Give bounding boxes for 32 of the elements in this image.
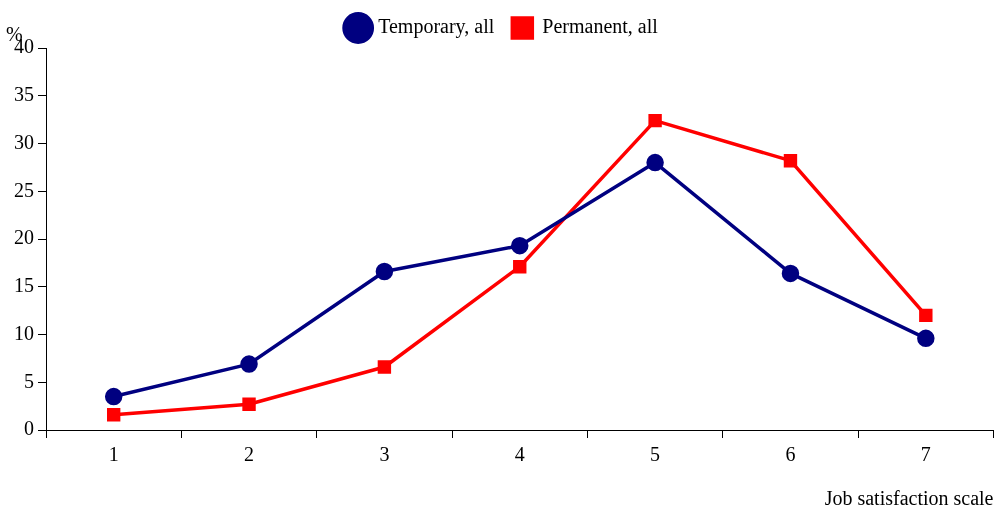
- x-tick-label: 6: [785, 443, 796, 466]
- legend-label: Temporary, all: [378, 15, 495, 39]
- point: [511, 236, 529, 255]
- x-tick-label: 1: [108, 443, 119, 466]
- point: [783, 153, 798, 168]
- y-tick-label: 35: [14, 83, 34, 105]
- point: [919, 308, 933, 323]
- y-tick-label: 30: [14, 130, 34, 153]
- x-tick-label: 4: [514, 443, 525, 466]
- point: [106, 408, 121, 422]
- x-tick-label: 2: [244, 443, 255, 466]
- point: [240, 355, 258, 373]
- point: [513, 260, 527, 274]
- point: [242, 397, 256, 411]
- point: [375, 262, 394, 281]
- point: [646, 153, 664, 172]
- y-tick-label: 0: [24, 417, 34, 440]
- x-tick-label: 3: [379, 443, 390, 466]
- point: [917, 329, 935, 348]
- legend-label: Permanent, all: [542, 15, 659, 38]
- y-tick-label: 20: [14, 226, 34, 249]
- y-tick-label: 25: [14, 178, 34, 201]
- point: [648, 113, 662, 128]
- point: [104, 387, 123, 406]
- x-tick-label: 5: [650, 443, 661, 466]
- x-axis-title: Job satisfaction scale: [824, 487, 994, 510]
- x-tick-label: 7: [920, 443, 931, 466]
- y-tick-label: 15: [14, 274, 34, 296]
- point: [781, 264, 800, 283]
- y-tick-label: 5: [24, 369, 34, 392]
- point: [377, 360, 392, 374]
- y-tick-label: 10: [14, 321, 34, 344]
